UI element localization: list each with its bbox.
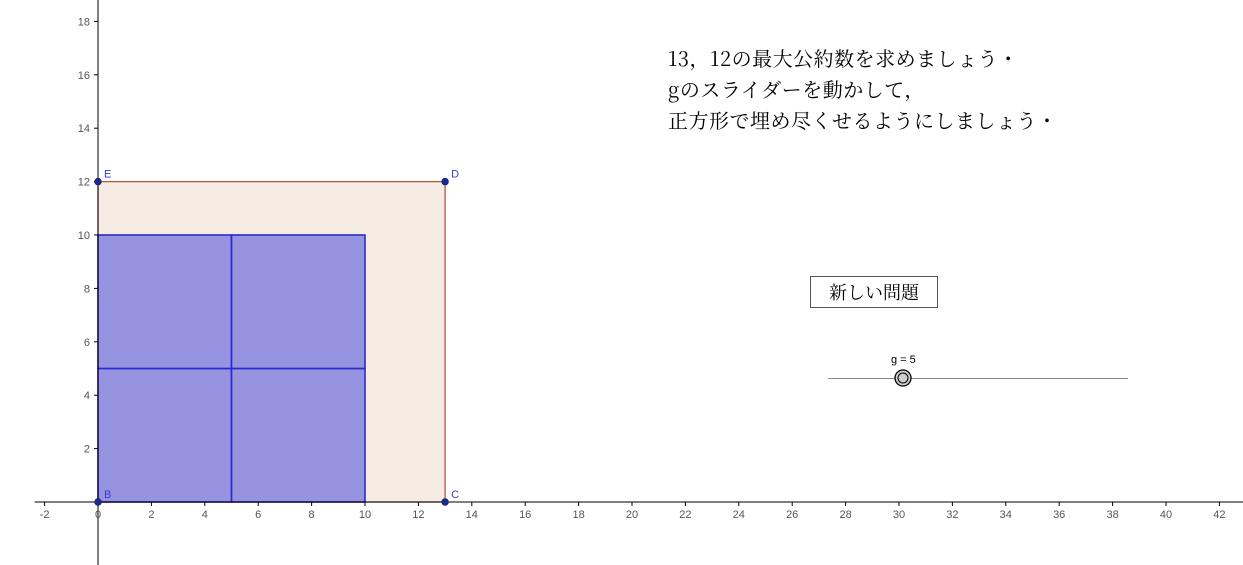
- g-slider-label: g = 5: [891, 354, 916, 366]
- g-slider-track[interactable]: [828, 378, 1128, 379]
- g-slider-knob[interactable]: [893, 368, 913, 388]
- g-slider[interactable]: g = 5: [0, 0, 1243, 565]
